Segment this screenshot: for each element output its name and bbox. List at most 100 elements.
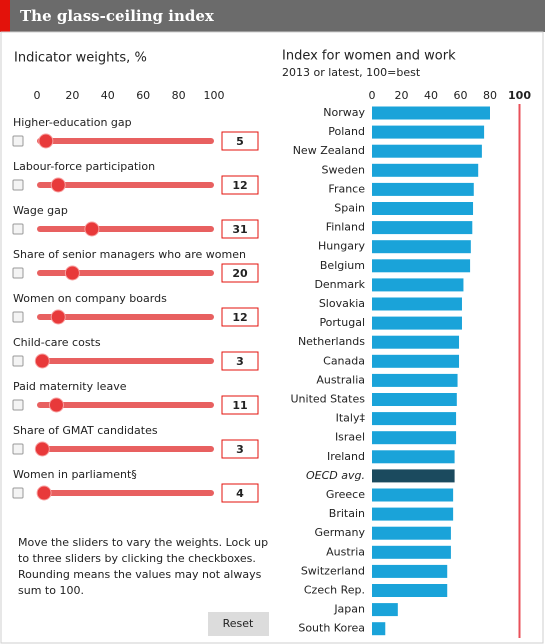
slider-label: Women in parliament§ xyxy=(13,468,137,481)
lock-checkbox[interactable] xyxy=(12,355,24,367)
panel-border xyxy=(0,31,544,644)
bar xyxy=(372,526,451,540)
lock-checkbox[interactable] xyxy=(12,487,24,499)
slider-knob[interactable] xyxy=(34,441,50,457)
slider-tick-label: 80 xyxy=(172,89,186,102)
lock-checkbox[interactable] xyxy=(12,267,24,279)
category-label: Canada xyxy=(323,354,365,367)
reset-label[interactable]: Reset xyxy=(223,617,254,630)
slider-track[interactable] xyxy=(37,182,214,188)
bar xyxy=(372,202,474,215)
category-label: Netherlands xyxy=(298,335,365,348)
category-label: Slovakia xyxy=(319,297,365,310)
bar xyxy=(372,603,398,617)
value-box xyxy=(221,219,259,239)
x-tick-label: 80 xyxy=(483,89,497,102)
slider-label: Women on company boards xyxy=(13,292,167,305)
category-label: Greece xyxy=(326,488,365,501)
note-line: sum to 100. xyxy=(18,584,84,597)
lock-checkbox[interactable] xyxy=(12,179,24,191)
bar xyxy=(372,221,473,235)
lock-checkbox[interactable] xyxy=(12,399,24,411)
slider-value: 4 xyxy=(236,487,244,500)
bar xyxy=(372,393,457,406)
bar xyxy=(372,507,454,521)
slider-label: Share of GMAT candidates xyxy=(13,424,158,437)
weights-title: Indicator weights, % xyxy=(14,51,147,66)
x-tick-label: 0 xyxy=(369,89,376,102)
slider-knob[interactable] xyxy=(84,221,100,237)
note-line: to three sliders by clicking the checkbo… xyxy=(18,552,256,565)
slider-track[interactable] xyxy=(37,402,214,408)
slider-tick-label: 20 xyxy=(65,89,79,102)
slider-knob[interactable] xyxy=(50,309,66,325)
slider-track[interactable] xyxy=(37,270,214,276)
bar xyxy=(372,412,457,426)
slider-value: 3 xyxy=(236,355,244,368)
bar xyxy=(372,125,485,139)
bar xyxy=(372,545,451,559)
bar xyxy=(372,316,462,330)
slider-track[interactable] xyxy=(37,490,214,496)
slider-track[interactable] xyxy=(37,358,214,364)
header-bar xyxy=(0,0,545,32)
category-label: Norway xyxy=(323,106,365,119)
reference-label: 100 xyxy=(508,89,531,102)
lock-checkbox[interactable] xyxy=(12,311,24,323)
slider-tick-label: 40 xyxy=(101,89,115,102)
category-label: Austria xyxy=(326,545,365,558)
value-box xyxy=(221,483,259,503)
slider-track[interactable] xyxy=(37,314,214,320)
slider-knob[interactable] xyxy=(34,353,50,369)
slider-track[interactable] xyxy=(37,226,214,232)
slider-value: 12 xyxy=(232,311,247,324)
note-line: Move the sliders to vary the weights. Lo… xyxy=(18,536,268,549)
reset-button[interactable] xyxy=(208,612,269,636)
bar xyxy=(372,182,474,196)
slider-knob[interactable] xyxy=(64,265,80,281)
category-label: Switzerland xyxy=(301,564,365,577)
slider-tick-label: 100 xyxy=(204,89,225,102)
slider-knob[interactable] xyxy=(38,133,54,149)
category-label: Spain xyxy=(334,202,365,215)
bar xyxy=(372,106,490,120)
slider-value: 12 xyxy=(232,179,247,192)
slider-label: Child-care costs xyxy=(13,336,101,349)
category-label: Czech Rep. xyxy=(304,584,365,597)
slider-knob[interactable] xyxy=(36,485,52,501)
category-label: Germany xyxy=(314,526,365,539)
slider-label: Paid maternity leave xyxy=(13,380,127,393)
slider-label: Wage gap xyxy=(13,204,68,217)
slider-track[interactable] xyxy=(37,446,214,452)
x-tick-label: 20 xyxy=(395,89,409,102)
bar xyxy=(372,354,460,368)
slider-value: 20 xyxy=(232,267,248,280)
slider-label: Labour-force participation xyxy=(13,160,155,173)
lock-checkbox[interactable] xyxy=(12,135,24,147)
value-box xyxy=(221,307,259,327)
bar xyxy=(372,622,386,636)
lock-checkbox[interactable] xyxy=(12,443,24,455)
x-tick-label: 40 xyxy=(424,89,438,102)
value-box xyxy=(221,175,259,195)
bar xyxy=(372,335,460,349)
slider-knob[interactable] xyxy=(50,177,66,193)
lock-checkbox[interactable] xyxy=(12,223,24,235)
slider-value: 11 xyxy=(232,399,247,412)
header-accent xyxy=(0,0,10,32)
category-label: Australia xyxy=(316,373,365,386)
x-tick-label: 60 xyxy=(454,89,468,102)
bar xyxy=(372,450,455,464)
value-box xyxy=(221,131,259,151)
category-label: Britain xyxy=(329,507,365,520)
slider-track[interactable] xyxy=(37,138,214,144)
bar xyxy=(372,278,464,292)
slider-label: Higher-education gap xyxy=(13,116,132,129)
bar xyxy=(372,488,454,502)
category-label: Ireland xyxy=(327,450,365,463)
slider-knob[interactable] xyxy=(48,397,64,413)
chart-title: Index for women and work xyxy=(282,49,456,64)
value-box xyxy=(221,263,259,283)
category-label: Japan xyxy=(333,603,365,616)
slider-tick-label: 60 xyxy=(136,89,150,102)
